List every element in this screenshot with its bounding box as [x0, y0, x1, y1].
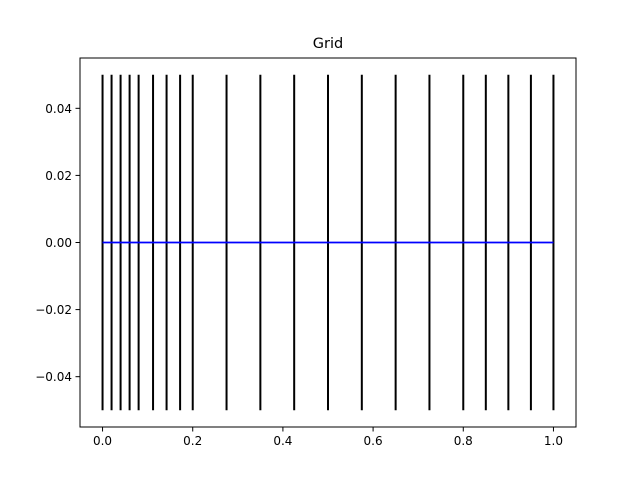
y-tick-label: 0.02: [45, 169, 72, 183]
y-tick-label: 0.04: [45, 102, 72, 116]
x-tick-label: 0.2: [183, 434, 202, 448]
x-axis: 0.0 0.2 0.4 0.6 0.8 1.0: [93, 427, 563, 448]
y-tick-label: −0.04: [35, 370, 72, 384]
x-tick-label: 0.6: [364, 434, 383, 448]
x-tick-label: 0.8: [454, 434, 473, 448]
x-tick-label: 0.0: [93, 434, 112, 448]
chart-marks: [101, 74, 555, 411]
chart-title: Grid: [313, 36, 343, 52]
x-tick-label: 0.4: [273, 434, 292, 448]
y-tick-label: 0.00: [45, 236, 72, 250]
y-tick-label: −0.02: [35, 303, 72, 317]
x-tick-label: 1.0: [544, 434, 563, 448]
y-axis: 0.04 0.02 0.00 −0.02 −0.04: [35, 102, 80, 384]
